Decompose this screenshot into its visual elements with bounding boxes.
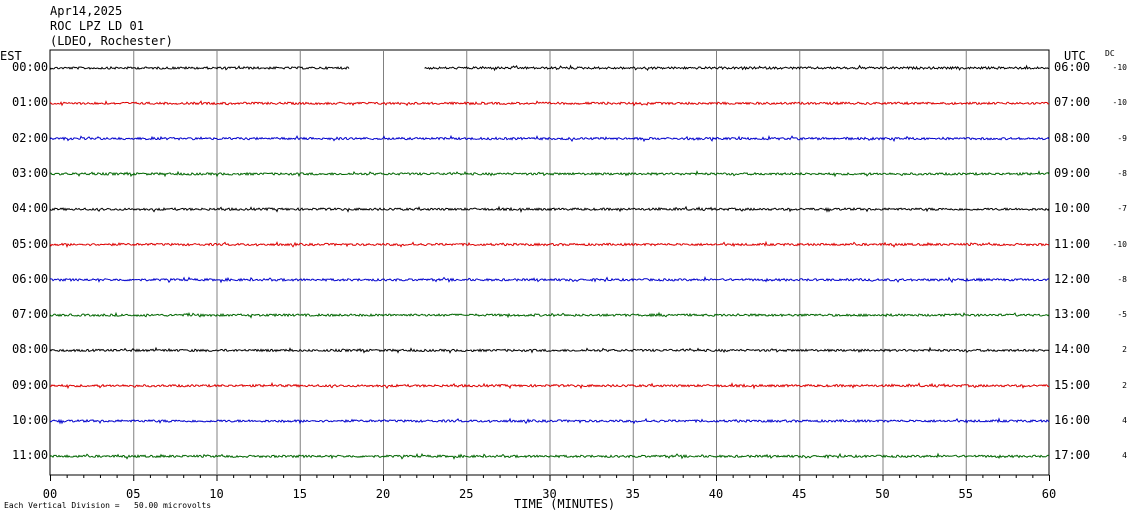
dc-offset-value: 2 <box>1122 345 1127 355</box>
left-timezone-label: EST <box>0 49 22 63</box>
dc-offset-value: 4 <box>1122 416 1127 425</box>
left-time-label: 06:00 <box>12 271 49 286</box>
right-time-label: 12:00 <box>1054 271 1091 286</box>
x-tick-label: 35 <box>625 487 640 501</box>
x-tick-label: 55 <box>958 487 973 501</box>
dc-offset-value: -10 <box>1112 98 1127 108</box>
trace-line <box>49 100 1050 107</box>
right-time-label: 06:00 <box>1054 60 1091 74</box>
left-time-label: 10:00 <box>12 413 49 427</box>
right-time-label: 07:00 <box>1054 95 1091 110</box>
trace-line <box>49 452 1050 460</box>
scale-footnote: Each Vertical Division = 50.00 microvolt… <box>4 501 212 510</box>
dc-offset-value: -8 <box>1117 168 1127 178</box>
right-time-label: 11:00 <box>1054 236 1091 251</box>
trace-line <box>49 65 350 71</box>
x-tick-label: 25 <box>459 487 474 501</box>
x-tick-label: 45 <box>792 487 807 501</box>
dc-offset-value: 2 <box>1122 380 1127 390</box>
left-time-label: 02:00 <box>12 130 49 145</box>
right-time-label: 17:00 <box>1054 448 1091 463</box>
trace-line <box>49 346 1050 354</box>
left-time-label: 09:00 <box>12 377 49 392</box>
right-timezone-label: UTC <box>1064 49 1086 63</box>
right-time-label: 14:00 <box>1054 342 1091 357</box>
dc-offset-value: -8 <box>1117 274 1127 284</box>
station-code: ROC LPZ LD 01 <box>50 19 144 33</box>
right-time-label: 16:00 <box>1054 413 1091 427</box>
right-time-label: 15:00 <box>1054 377 1091 392</box>
left-time-label: 11:00 <box>12 448 49 463</box>
dc-offset-value: -7 <box>1117 204 1127 214</box>
left-time-label: 04:00 <box>12 201 49 216</box>
trace-line <box>49 205 1050 214</box>
trace-line <box>49 240 1050 249</box>
x-axis-title: TIME (MINUTES) <box>514 497 616 511</box>
right-time-label: 09:00 <box>1054 165 1091 180</box>
trace-line <box>49 311 1050 319</box>
x-tick-label: 15 <box>292 487 307 501</box>
right-time-label: 10:00 <box>1054 201 1091 216</box>
trace-line <box>49 417 1050 425</box>
left-time-label: 08:00 <box>12 342 49 357</box>
right-time-label: 08:00 <box>1054 130 1091 145</box>
dc-offset-value: -10 <box>1112 239 1127 249</box>
trace-line <box>49 381 1050 390</box>
dc-offset-value: 4 <box>1122 451 1127 461</box>
left-time-label: 03:00 <box>12 165 49 180</box>
plot-date: Apr14,2025 <box>50 4 123 18</box>
x-tick-label: 00 <box>42 487 58 501</box>
x-tick-label: 30 <box>542 487 557 501</box>
trace-line <box>49 276 1050 284</box>
trace-line <box>424 64 1049 72</box>
x-tick-label: 20 <box>375 487 391 501</box>
dc-offset-value: -9 <box>1117 133 1127 143</box>
trace-line <box>49 170 1050 178</box>
right-time-label: 13:00 <box>1054 307 1091 322</box>
left-time-label: 01:00 <box>12 95 49 110</box>
x-tick-label: 10 <box>209 487 224 501</box>
dc-offset-value: -5 <box>1117 310 1127 320</box>
network-name: (LDEO, Rochester) <box>50 34 173 48</box>
x-tick-label: 05 <box>126 487 141 501</box>
dc-offset-value: -10 <box>1112 63 1127 72</box>
left-time-label: 00:00 <box>12 60 49 74</box>
x-tick-label: 40 <box>708 487 724 501</box>
left-time-label: 05:00 <box>12 236 49 251</box>
left-time-label: 07:00 <box>12 307 49 322</box>
x-tick-label: 50 <box>875 487 890 501</box>
trace-line <box>49 134 1050 143</box>
dc-header: DC <box>1105 49 1115 58</box>
x-tick-label: 60 <box>1041 487 1057 501</box>
